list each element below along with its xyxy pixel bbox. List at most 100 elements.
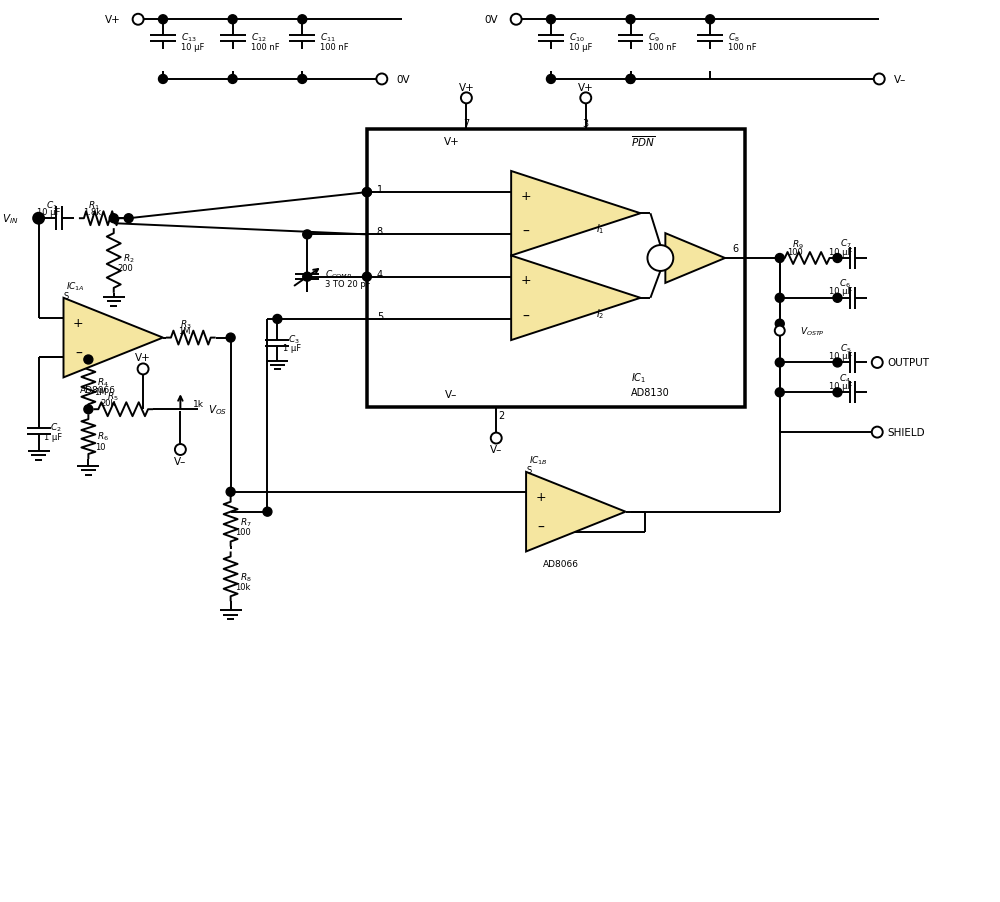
Text: $C_{COMP}$: $C_{COMP}$ — [325, 268, 352, 281]
Circle shape — [833, 294, 842, 303]
Text: $C_4$: $C_4$ — [839, 372, 851, 384]
Text: 4: 4 — [377, 270, 383, 280]
Circle shape — [580, 93, 591, 105]
Circle shape — [833, 359, 842, 367]
Text: 100: 100 — [787, 247, 803, 256]
Circle shape — [159, 15, 167, 24]
Text: S: S — [526, 465, 531, 474]
Circle shape — [228, 15, 237, 24]
Circle shape — [833, 254, 842, 263]
Text: $C_{11}$: $C_{11}$ — [320, 32, 336, 44]
Circle shape — [706, 15, 715, 24]
Circle shape — [626, 76, 635, 84]
Circle shape — [303, 231, 312, 240]
Circle shape — [124, 215, 133, 224]
Circle shape — [263, 508, 272, 517]
Circle shape — [84, 405, 93, 414]
Text: $R_9$: $R_9$ — [792, 238, 804, 251]
Text: +: + — [536, 491, 546, 503]
Circle shape — [546, 76, 555, 84]
Text: $R_5$: $R_5$ — [107, 390, 119, 402]
Text: 10 μF: 10 μF — [829, 247, 852, 256]
Circle shape — [303, 273, 312, 281]
Text: AD8066: AD8066 — [80, 385, 116, 394]
Text: 10 μF: 10 μF — [37, 207, 61, 216]
Circle shape — [647, 246, 673, 272]
Text: 10 μF: 10 μF — [829, 352, 852, 361]
Circle shape — [626, 15, 635, 24]
Polygon shape — [526, 473, 626, 552]
Polygon shape — [665, 234, 725, 283]
Text: –: – — [538, 520, 544, 534]
Circle shape — [833, 389, 842, 398]
Text: $R_3$: $R_3$ — [180, 318, 192, 330]
Text: –: – — [75, 346, 82, 360]
Text: $C_{12}$: $C_{12}$ — [251, 32, 266, 44]
Text: $C_{13}$: $C_{13}$ — [181, 32, 197, 44]
Text: +: + — [656, 253, 665, 262]
Text: 1: 1 — [377, 185, 383, 195]
Text: +: + — [521, 189, 531, 203]
Text: $C_7$: $C_7$ — [840, 237, 851, 250]
Text: V+: V+ — [135, 353, 151, 364]
Circle shape — [273, 315, 282, 324]
Text: $V_{OS}$: $V_{OS}$ — [208, 403, 227, 417]
Text: V–: V– — [894, 75, 907, 85]
Circle shape — [775, 327, 785, 336]
Text: 1 μF: 1 μF — [283, 344, 301, 353]
Circle shape — [133, 14, 144, 25]
Text: 3: 3 — [583, 118, 589, 129]
Text: 100 nF: 100 nF — [251, 42, 279, 51]
Polygon shape — [511, 171, 640, 256]
Text: 100: 100 — [235, 528, 250, 537]
Text: 0V: 0V — [485, 15, 498, 25]
Circle shape — [461, 93, 472, 105]
Circle shape — [775, 320, 784, 328]
Text: V–: V– — [445, 390, 458, 400]
Text: $R_4$: $R_4$ — [97, 376, 109, 388]
Circle shape — [228, 76, 237, 84]
Circle shape — [546, 15, 555, 24]
Text: S: S — [64, 292, 69, 301]
Text: 10 μF: 10 μF — [829, 382, 852, 391]
Text: V+: V+ — [104, 15, 120, 25]
Text: V+: V+ — [459, 83, 474, 93]
Text: 6: 6 — [732, 244, 738, 253]
Circle shape — [872, 357, 883, 369]
Text: $C_{9}$: $C_{9}$ — [648, 32, 660, 44]
Text: +: + — [521, 274, 531, 287]
Text: $R_1$: $R_1$ — [88, 198, 100, 211]
Circle shape — [872, 428, 883, 438]
Text: V–: V– — [490, 445, 502, 455]
Circle shape — [138, 364, 149, 375]
Text: 1M: 1M — [94, 387, 107, 396]
Text: 5: 5 — [377, 311, 383, 322]
Text: 1 μF: 1 μF — [44, 432, 63, 441]
Circle shape — [626, 76, 635, 84]
Text: 2: 2 — [498, 410, 504, 420]
Circle shape — [775, 294, 784, 303]
Text: 10: 10 — [95, 442, 106, 451]
Circle shape — [362, 189, 371, 198]
Text: $R_7$: $R_7$ — [240, 516, 251, 529]
Circle shape — [491, 433, 502, 444]
Text: 1.8k: 1.8k — [83, 207, 101, 216]
Text: 10 μF: 10 μF — [569, 42, 592, 51]
Text: $C_5$: $C_5$ — [840, 342, 851, 354]
Text: 10k: 10k — [235, 582, 250, 591]
Text: AD8130: AD8130 — [631, 388, 669, 398]
Circle shape — [226, 488, 235, 497]
Text: 100 nF: 100 nF — [320, 42, 349, 51]
Text: 10 μF: 10 μF — [181, 42, 204, 51]
Text: $I_1$: $I_1$ — [596, 222, 605, 235]
Circle shape — [298, 15, 307, 24]
Text: $R_6$: $R_6$ — [97, 430, 109, 443]
Circle shape — [376, 74, 387, 86]
Text: 8: 8 — [377, 227, 383, 237]
Text: –: – — [523, 309, 530, 323]
Text: $R_2$: $R_2$ — [123, 253, 134, 265]
Text: $C_{8}$: $C_{8}$ — [728, 32, 740, 44]
Text: $C_2$: $C_2$ — [50, 421, 61, 434]
Text: 200: 200 — [118, 264, 134, 273]
Text: SHIELD: SHIELD — [887, 428, 925, 437]
